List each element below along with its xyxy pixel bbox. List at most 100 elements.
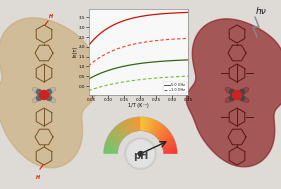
Wedge shape bbox=[122, 122, 129, 134]
Wedge shape bbox=[137, 117, 139, 131]
Wedge shape bbox=[104, 147, 118, 150]
Wedge shape bbox=[113, 129, 124, 139]
Wedge shape bbox=[107, 138, 120, 144]
Wedge shape bbox=[161, 138, 174, 144]
Wedge shape bbox=[148, 119, 153, 132]
Wedge shape bbox=[162, 142, 175, 147]
Wedge shape bbox=[105, 146, 118, 149]
Wedge shape bbox=[119, 124, 127, 135]
Wedge shape bbox=[106, 141, 119, 146]
Wedge shape bbox=[160, 135, 173, 143]
Ellipse shape bbox=[241, 96, 249, 103]
Wedge shape bbox=[153, 123, 161, 135]
Text: τ: τ bbox=[137, 67, 145, 80]
Wedge shape bbox=[139, 117, 140, 131]
Wedge shape bbox=[158, 131, 169, 140]
Wedge shape bbox=[130, 119, 134, 132]
Ellipse shape bbox=[225, 96, 233, 103]
Circle shape bbox=[37, 95, 42, 101]
Wedge shape bbox=[105, 144, 119, 148]
Wedge shape bbox=[136, 117, 138, 131]
Wedge shape bbox=[155, 126, 165, 137]
Ellipse shape bbox=[32, 96, 40, 103]
Wedge shape bbox=[163, 147, 177, 150]
Wedge shape bbox=[162, 141, 175, 146]
Wedge shape bbox=[147, 119, 151, 132]
Wedge shape bbox=[160, 136, 173, 143]
Wedge shape bbox=[157, 129, 168, 139]
Wedge shape bbox=[110, 133, 122, 141]
Wedge shape bbox=[117, 125, 126, 136]
Wedge shape bbox=[121, 123, 128, 135]
Wedge shape bbox=[108, 136, 120, 143]
Wedge shape bbox=[119, 123, 128, 135]
Wedge shape bbox=[142, 117, 144, 131]
Wedge shape bbox=[162, 143, 176, 147]
Wedge shape bbox=[118, 124, 127, 136]
Polygon shape bbox=[186, 19, 281, 167]
Circle shape bbox=[40, 91, 49, 99]
Wedge shape bbox=[144, 117, 146, 131]
Wedge shape bbox=[130, 118, 135, 132]
Wedge shape bbox=[135, 117, 138, 131]
Wedge shape bbox=[137, 117, 139, 131]
Wedge shape bbox=[104, 148, 118, 151]
Wedge shape bbox=[159, 133, 171, 141]
Wedge shape bbox=[163, 150, 177, 152]
Wedge shape bbox=[111, 131, 123, 140]
Wedge shape bbox=[128, 119, 133, 132]
Wedge shape bbox=[159, 132, 170, 140]
Wedge shape bbox=[109, 134, 121, 142]
Wedge shape bbox=[162, 141, 175, 146]
Wedge shape bbox=[160, 135, 172, 142]
Wedge shape bbox=[133, 118, 136, 132]
Wedge shape bbox=[131, 118, 135, 132]
Wedge shape bbox=[142, 117, 143, 131]
Wedge shape bbox=[157, 128, 167, 138]
Wedge shape bbox=[123, 121, 130, 134]
Wedge shape bbox=[163, 147, 177, 150]
Wedge shape bbox=[163, 148, 177, 151]
Wedge shape bbox=[114, 128, 124, 138]
Wedge shape bbox=[160, 134, 172, 142]
Wedge shape bbox=[110, 133, 122, 141]
Text: H: H bbox=[36, 175, 40, 180]
Wedge shape bbox=[105, 145, 118, 149]
Wedge shape bbox=[145, 118, 148, 132]
Wedge shape bbox=[124, 120, 131, 133]
Wedge shape bbox=[106, 139, 119, 145]
Wedge shape bbox=[111, 132, 122, 140]
Circle shape bbox=[239, 95, 244, 101]
Wedge shape bbox=[112, 131, 123, 140]
Wedge shape bbox=[163, 153, 177, 154]
Wedge shape bbox=[143, 117, 146, 131]
Wedge shape bbox=[162, 139, 175, 145]
Wedge shape bbox=[162, 142, 176, 147]
Wedge shape bbox=[129, 119, 134, 132]
X-axis label: 1/T (K⁻¹): 1/T (K⁻¹) bbox=[128, 103, 149, 108]
Wedge shape bbox=[104, 152, 118, 153]
Wedge shape bbox=[154, 124, 163, 136]
Wedge shape bbox=[118, 124, 127, 136]
Circle shape bbox=[230, 90, 235, 94]
Wedge shape bbox=[158, 130, 169, 139]
Wedge shape bbox=[163, 152, 177, 153]
Wedge shape bbox=[104, 149, 118, 151]
Wedge shape bbox=[115, 127, 125, 138]
Wedge shape bbox=[159, 132, 171, 141]
Wedge shape bbox=[139, 117, 140, 131]
Wedge shape bbox=[142, 117, 144, 131]
Wedge shape bbox=[106, 140, 119, 146]
Circle shape bbox=[46, 90, 51, 94]
Wedge shape bbox=[106, 141, 119, 146]
Wedge shape bbox=[152, 122, 160, 134]
Wedge shape bbox=[104, 150, 118, 152]
Wedge shape bbox=[149, 120, 155, 133]
Wedge shape bbox=[148, 119, 154, 132]
Wedge shape bbox=[127, 119, 133, 132]
Ellipse shape bbox=[32, 87, 40, 94]
Wedge shape bbox=[161, 137, 174, 144]
Wedge shape bbox=[151, 121, 158, 134]
Wedge shape bbox=[140, 117, 141, 131]
Wedge shape bbox=[146, 118, 149, 132]
